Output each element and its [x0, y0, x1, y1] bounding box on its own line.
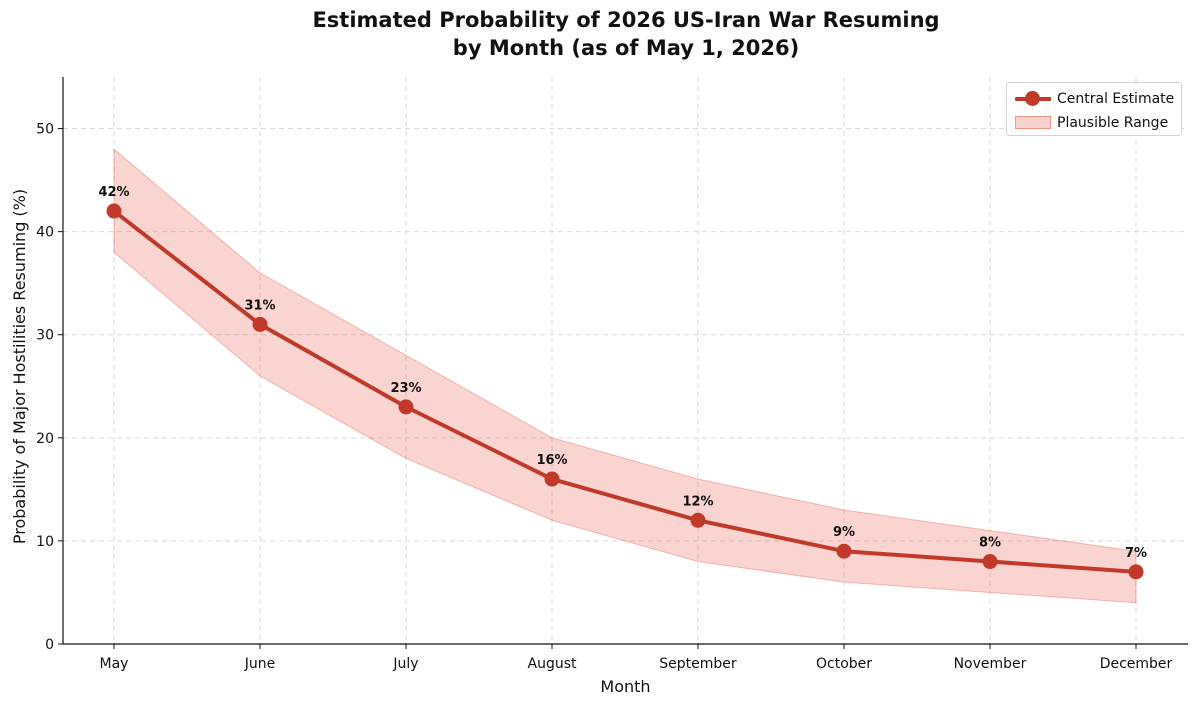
data-label: 7%	[1125, 546, 1147, 561]
x-axis-label: Month	[600, 677, 650, 696]
x-tick-label: June	[244, 656, 276, 672]
legend-item-central-estimate: Central Estimate	[1007, 88, 1183, 110]
y-tick-label: 30	[36, 328, 54, 344]
data-label: 31%	[244, 298, 275, 313]
data-point	[398, 399, 414, 415]
x-tick-label: May	[100, 656, 129, 672]
y-axis-label: Probability of Major Hostilities Resumin…	[10, 189, 29, 544]
legend-item-plausible-range: Plausible Range	[1007, 112, 1183, 134]
y-tick-label: 40	[36, 225, 54, 241]
x-tick-label: August	[528, 656, 578, 672]
chart-title-line-1: Estimated Probability of 2026 US-Iran Wa…	[312, 8, 940, 32]
data-label: 16%	[536, 453, 567, 468]
data-label: 42%	[98, 185, 129, 200]
data-label: 8%	[979, 536, 1001, 551]
central-estimate-line	[112, 209, 1138, 574]
y-tick-label: 20	[36, 431, 54, 447]
data-point	[252, 316, 268, 332]
y-tick-label: 50	[36, 122, 54, 138]
data-point	[690, 512, 706, 528]
data-label: 9%	[833, 525, 855, 540]
data-label: 12%	[682, 494, 713, 509]
data-point	[106, 203, 122, 219]
data-point	[836, 543, 852, 559]
x-tick-label: July	[392, 656, 418, 672]
x-tick-label: October	[816, 656, 872, 672]
legend-dot-marker	[1025, 91, 1040, 106]
y-tick-label: 0	[45, 637, 54, 653]
data-label: 23%	[390, 381, 421, 396]
legend: Central Estimate Plausible Range	[1006, 82, 1182, 136]
data-point	[1128, 564, 1144, 580]
data-point	[982, 554, 998, 570]
data-point	[544, 471, 560, 487]
x-tick-label: December	[1100, 656, 1173, 672]
legend-label-plausible-range: Plausible Range	[1057, 115, 1169, 131]
chart-title: Estimated Probability of 2026 US-Iran Wa…	[0, 6, 1200, 62]
plausible-range-band	[113, 148, 1137, 604]
chart-title-line-2: by Month (as of May 1, 2026)	[452, 36, 800, 60]
legend-label-central-estimate: Central Estimate	[1057, 91, 1175, 107]
legend-band-swatch	[1015, 116, 1051, 129]
y-tick-label: 10	[36, 534, 54, 550]
x-tick-label: November	[954, 656, 1027, 672]
x-tick-label: September	[659, 656, 737, 672]
